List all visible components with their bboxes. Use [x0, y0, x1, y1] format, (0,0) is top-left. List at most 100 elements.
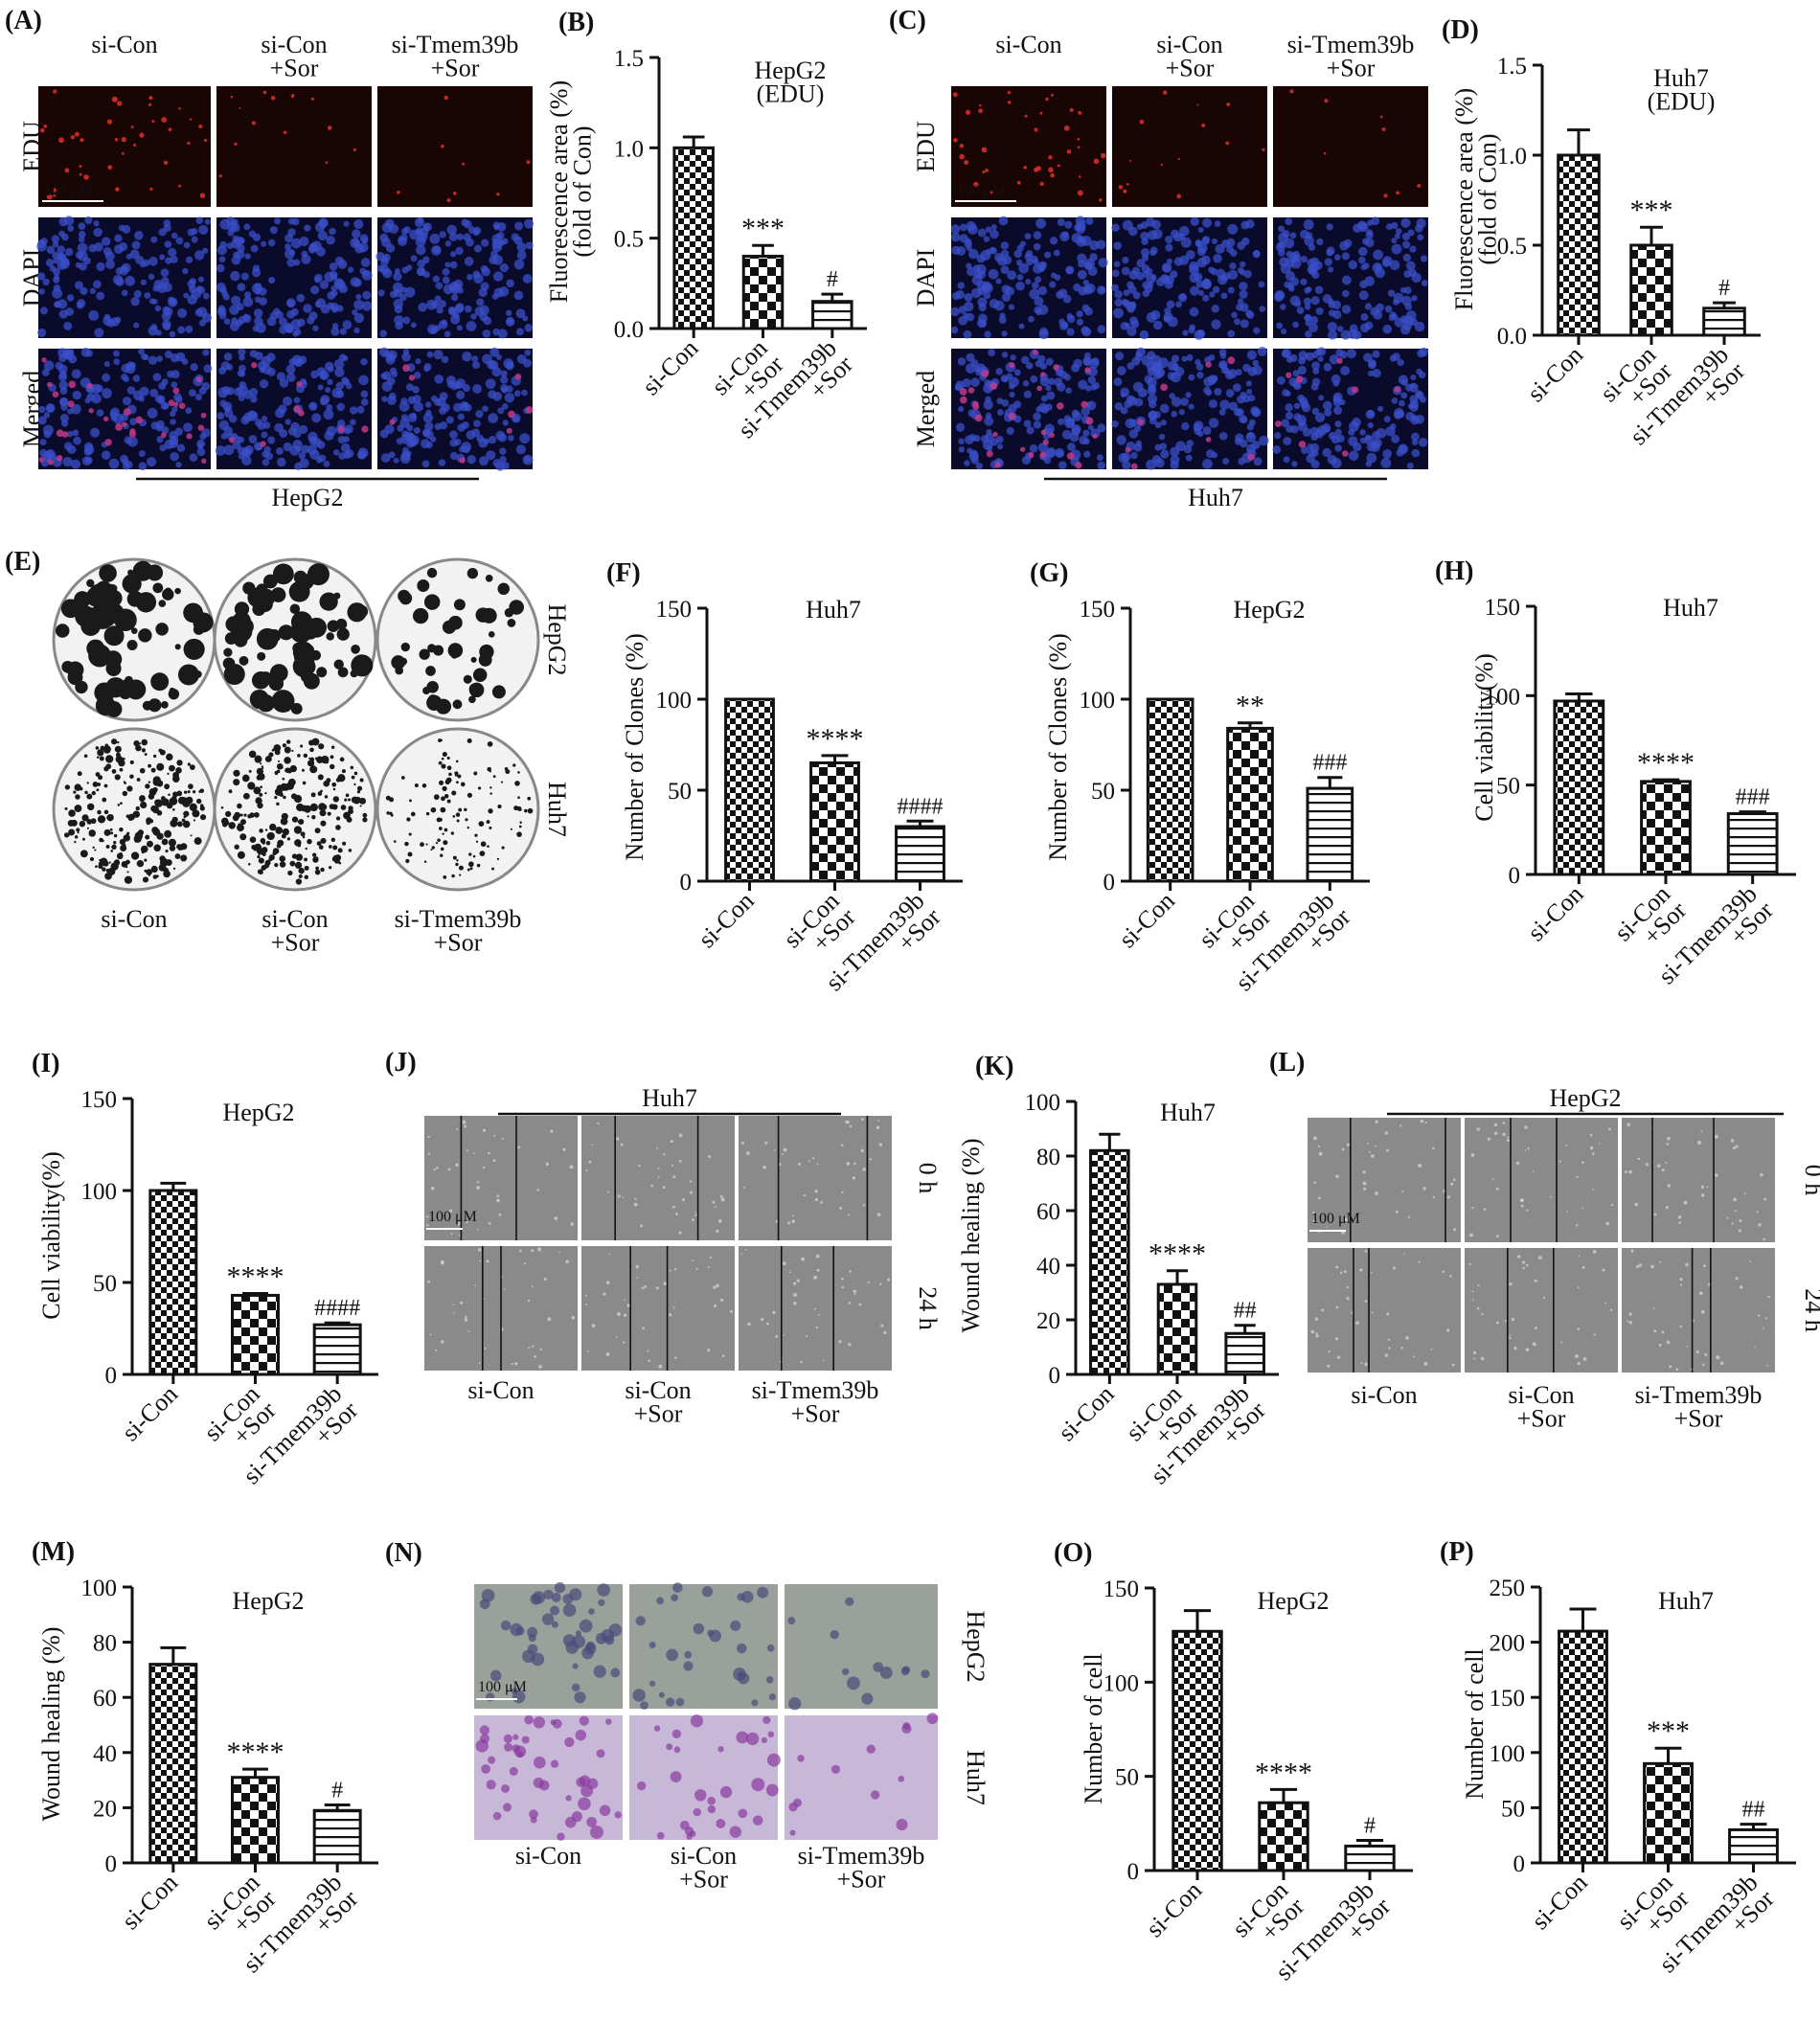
y-tick-label: 150: [1490, 1686, 1526, 1712]
cell-dot: [1078, 175, 1081, 178]
cell-dot: [1391, 434, 1400, 443]
cell-dot: [492, 328, 500, 336]
cell-dot: [343, 436, 350, 442]
colony: [67, 819, 75, 827]
cell-dot: [550, 1129, 554, 1133]
cell-dot: [1232, 383, 1241, 393]
y-tick-label: 0.5: [614, 227, 644, 253]
cell-dot: [641, 1286, 645, 1290]
cell-dot: [1140, 231, 1149, 241]
column-label-2-line: +Sor: [434, 929, 483, 957]
cell-dot: [505, 309, 512, 317]
cell-dot: [456, 325, 463, 331]
cell-dot: [1652, 1306, 1655, 1309]
cell-dot: [1304, 304, 1311, 310]
colony: [505, 769, 511, 775]
colony: [278, 760, 281, 762]
cell-dot: [1661, 1330, 1665, 1334]
colony: [165, 850, 169, 853]
column-label-1: si-Con +Sor: [671, 1842, 737, 1894]
cell-dot: [444, 330, 451, 338]
colony: [472, 668, 488, 683]
colony: [459, 873, 462, 876]
cell-dot: [203, 138, 208, 143]
colony: [474, 833, 478, 837]
cell-dot: [239, 106, 241, 109]
cell-dot: [707, 1796, 716, 1805]
scale-bar-label: 100 μM: [478, 1679, 527, 1695]
cell-dot: [336, 402, 345, 412]
cell-dot: [1735, 1277, 1739, 1281]
cell-dot: [1298, 356, 1307, 365]
colony: [304, 857, 307, 862]
cell-dot: [1308, 448, 1316, 457]
cell-dot: [1246, 350, 1257, 360]
colony: [310, 649, 322, 661]
cell-dot: [504, 1742, 513, 1752]
cell-dot: [466, 1220, 468, 1224]
cell-dot: [1339, 1271, 1343, 1275]
y-tick-label: 0: [1513, 1851, 1526, 1877]
cell-dot: [319, 280, 330, 289]
y-tick-label: 150: [656, 597, 693, 623]
cell-dot: [1337, 326, 1344, 332]
colony: [126, 871, 129, 873]
cell-dot: [327, 378, 333, 386]
colony: [177, 664, 199, 686]
cell-dot: [89, 287, 97, 295]
cell-dot: [171, 232, 178, 239]
cell-dot: [808, 1160, 811, 1163]
cell-dot: [638, 1164, 641, 1168]
cell-dot: [355, 293, 362, 300]
cell-dot: [492, 1159, 496, 1163]
cell-dot: [1398, 443, 1409, 455]
column-label-1: si-Con +Sor: [262, 905, 328, 957]
cell-dot: [78, 222, 86, 230]
colony: [260, 837, 266, 844]
category-label-H-0: si-Con: [1522, 880, 1589, 947]
cell-dot: [1405, 1336, 1409, 1340]
cell-dot: [169, 330, 176, 338]
cell-dot: [1253, 457, 1263, 466]
cell-dot: [298, 410, 305, 417]
colony: [389, 797, 395, 803]
panel-letter: (L): [1269, 1048, 1305, 1078]
cell-dot: [1628, 1312, 1632, 1316]
cell-dot: [150, 324, 158, 330]
panel-letter-D: (D): [1442, 15, 1479, 45]
cell-dot: [861, 1118, 864, 1122]
cell-dot: [860, 1148, 864, 1153]
cell-dot: [1496, 1235, 1499, 1237]
cell-dot: [1165, 235, 1173, 244]
cell-dot: [1124, 399, 1132, 409]
cell-dot: [62, 258, 70, 265]
colony: [437, 838, 441, 843]
cell-dot: [738, 1808, 748, 1819]
chart-title-D-line: (EDU): [1648, 88, 1716, 116]
colony: [129, 760, 134, 764]
colony: [95, 865, 98, 869]
cell-dot: [113, 413, 125, 424]
cell-dot: [59, 387, 68, 395]
cell-dot: [525, 241, 534, 250]
colony: [478, 821, 485, 828]
cell-dot: [155, 329, 162, 336]
cell-dot: [1040, 372, 1046, 377]
cell-dot: [230, 95, 234, 99]
cell-dot: [262, 421, 271, 429]
colony: [310, 792, 316, 798]
colony: [77, 831, 80, 834]
colony: [116, 740, 120, 744]
cell-dot: [978, 303, 987, 312]
colony: [426, 680, 439, 693]
colony: [126, 785, 133, 792]
cell-dot: [532, 1345, 535, 1349]
colony: [114, 745, 122, 753]
cell-dot: [1502, 1132, 1506, 1137]
cell-dot: [124, 436, 133, 444]
colony: [329, 804, 335, 809]
y-tick-label: 20: [1036, 1308, 1060, 1334]
cell-dot: [198, 319, 207, 327]
cell-dot: [1082, 279, 1089, 286]
cell-dot: [1171, 411, 1178, 418]
